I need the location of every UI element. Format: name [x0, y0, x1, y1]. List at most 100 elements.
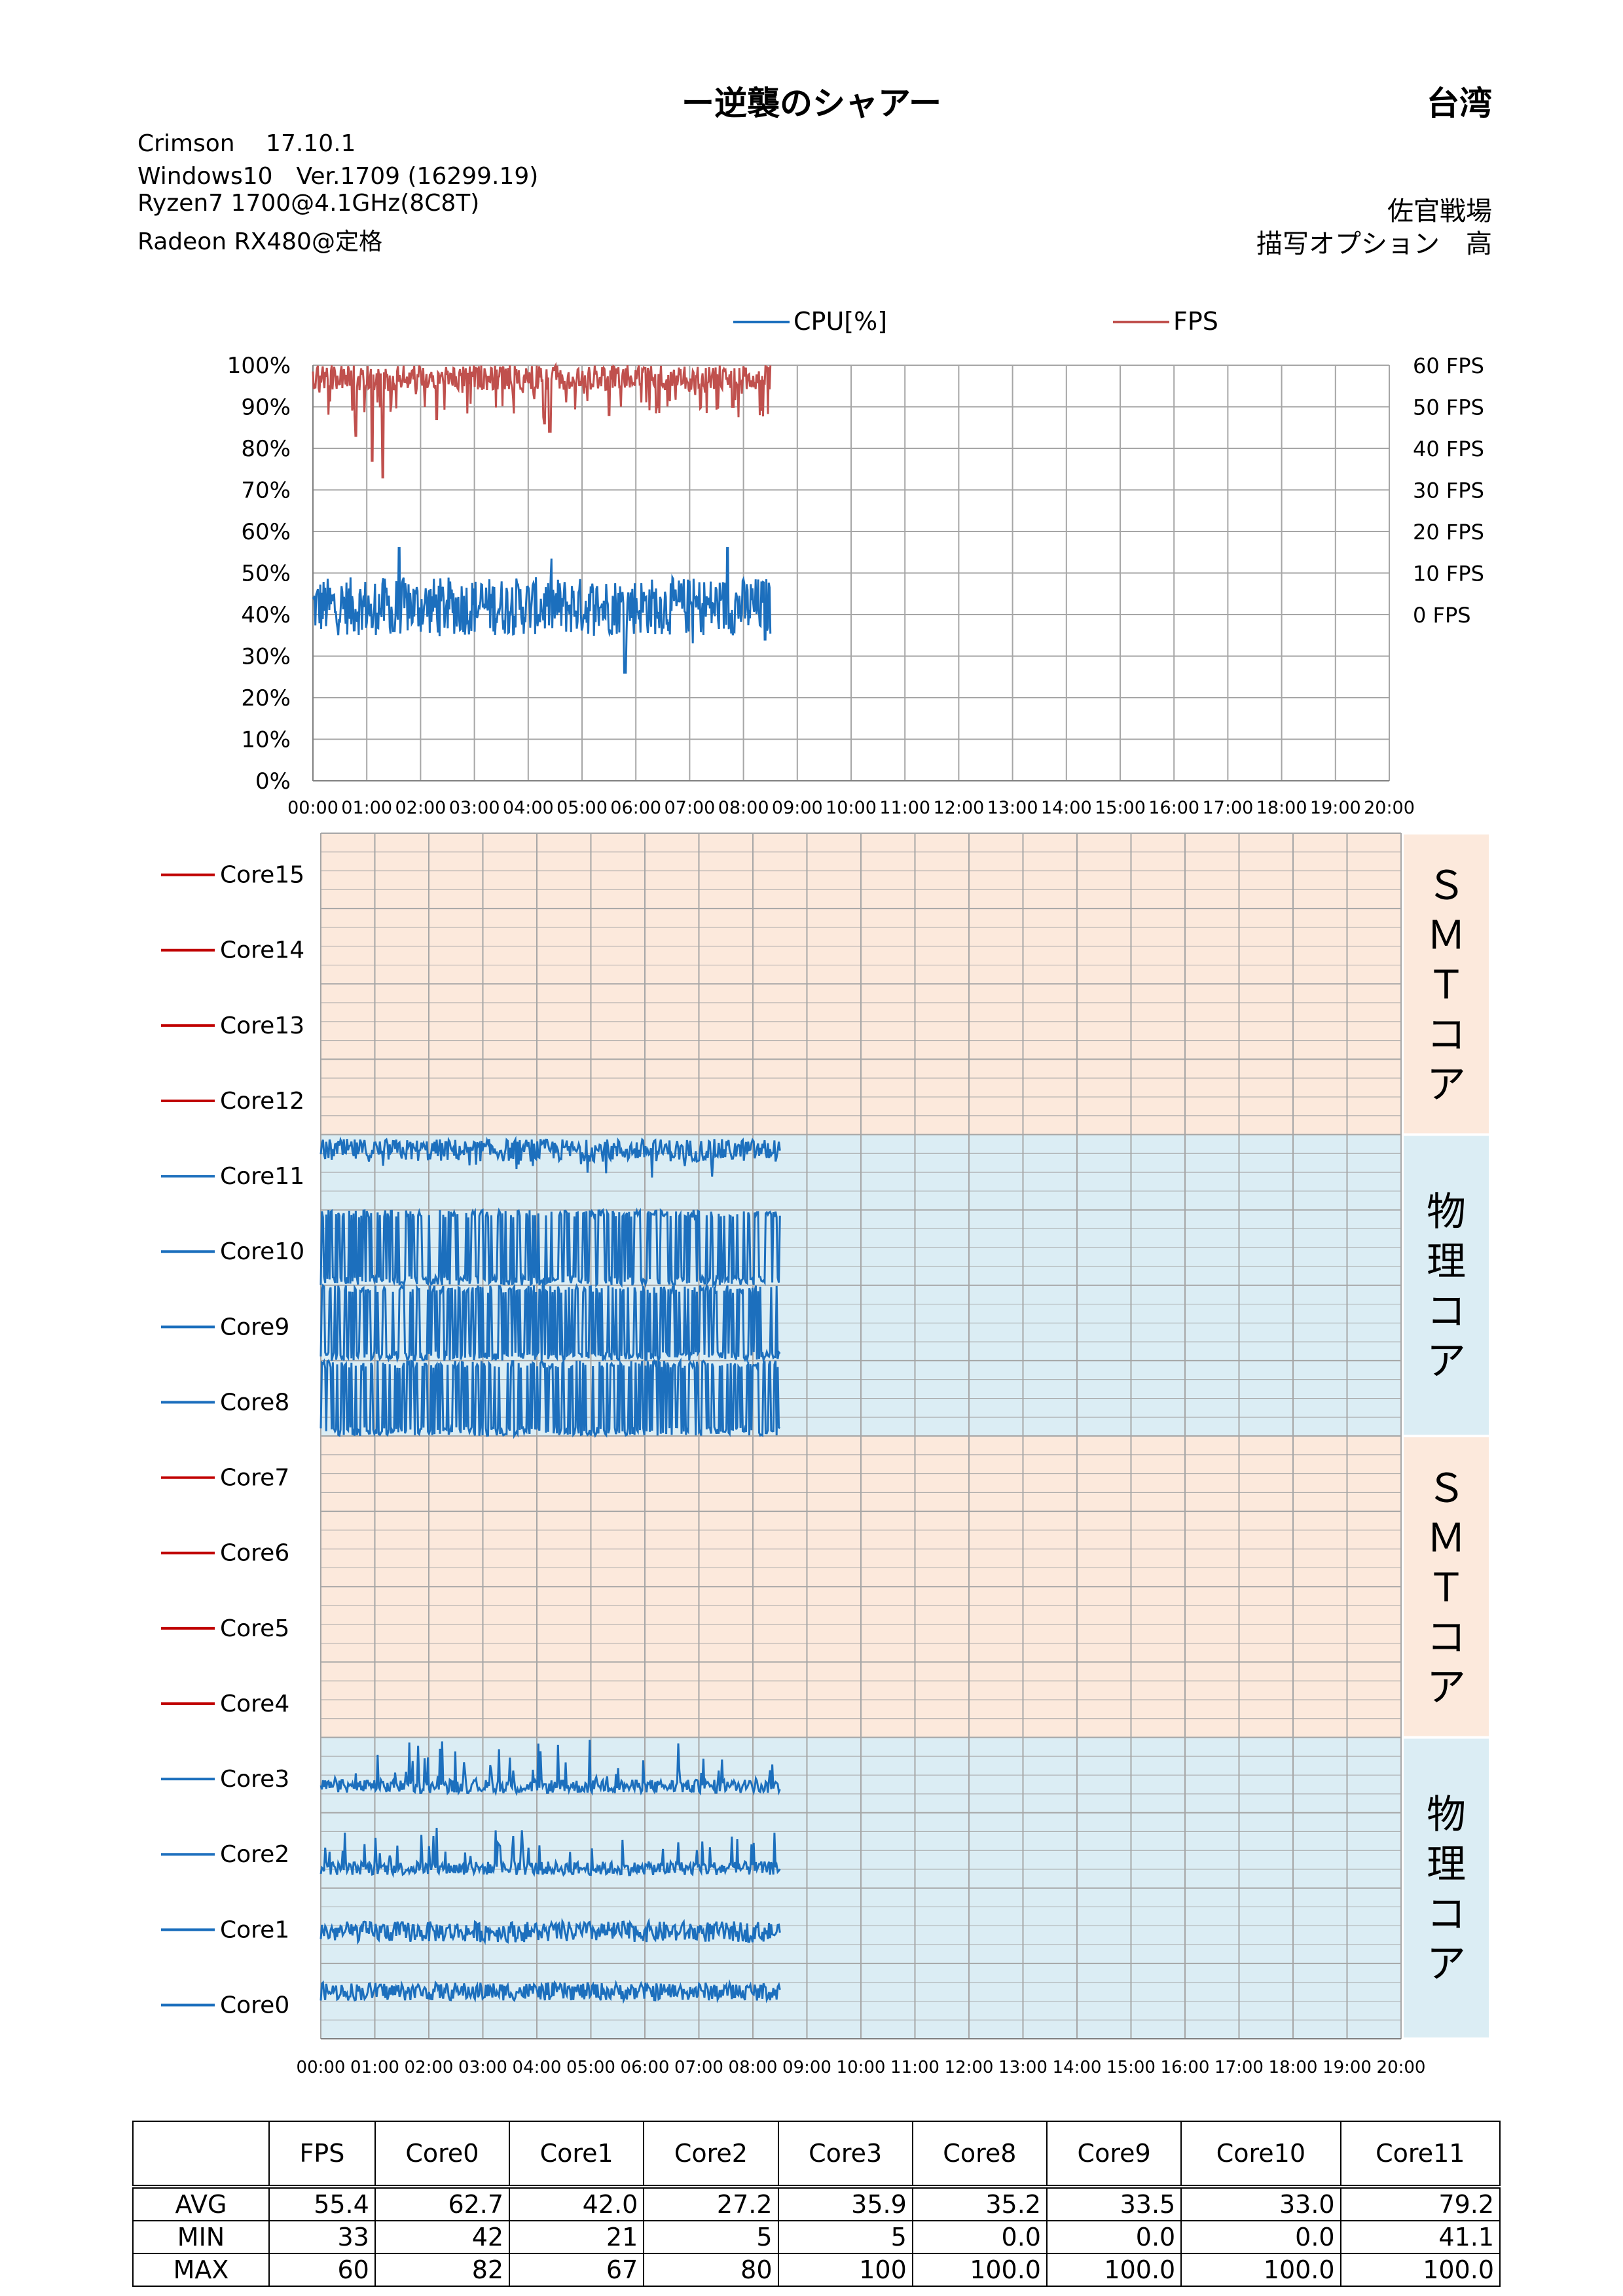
x-tick-label: 00:00 — [287, 798, 338, 818]
stats-cell: 33 — [268, 2220, 376, 2254]
stats-cell: 100.0 — [1340, 2253, 1501, 2287]
stats-cell: 42 — [374, 2220, 511, 2254]
x-tick-label: 01:00 — [341, 798, 392, 818]
x-tick-label: 07:00 — [674, 2058, 723, 2077]
y2-tick-label: 0 FPS — [1413, 603, 1471, 628]
core-legend-label: Core4 — [220, 1691, 289, 1717]
core-legend-label: Core5 — [220, 1615, 289, 1642]
stats-cell: 100.0 — [1180, 2253, 1341, 2287]
x-tick-label: 15:00 — [1106, 2058, 1156, 2077]
x-tick-label: 10:00 — [837, 2058, 886, 2077]
stats-cell: 100.0 — [1046, 2253, 1182, 2287]
stats-row-label: MIN — [132, 2220, 270, 2254]
group-label-char: ア — [1427, 1664, 1466, 1710]
stats-cell: 42.0 — [509, 2186, 645, 2221]
stats-row-avg: AVG 55.4 62.7 42.0 27.2 35.9 35.2 33.5 3… — [132, 2186, 1501, 2221]
y2-tick-label: 20 FPS — [1413, 520, 1484, 545]
group-label-char: 理 — [1427, 1239, 1466, 1285]
x-tick-label: 03:00 — [449, 798, 500, 818]
spec-cpu: Ryzen7 1700@4.1GHz(8C8T) — [137, 190, 480, 217]
stats-cell: 100.0 — [911, 2253, 1048, 2287]
stats-header-cell: Core0 — [374, 2121, 511, 2189]
x-tick-label: 08:00 — [729, 2058, 778, 2077]
group-label-char: 物 — [1427, 1792, 1466, 1838]
y-tick-label: 90% — [241, 395, 291, 421]
stats-cell: 0.0 — [1046, 2220, 1182, 2254]
group-label-char: 理 — [1427, 1842, 1466, 1888]
x-tick-label: 02:00 — [395, 798, 446, 818]
x-tick-label: 12:00 — [945, 2058, 994, 2077]
stats-cell: 33.5 — [1046, 2186, 1182, 2221]
legend-label: CPU[%] — [793, 307, 887, 336]
core-legend-label: Core3 — [220, 1766, 289, 1793]
core-series-line — [319, 1740, 781, 1797]
stats-cell: 60 — [268, 2253, 376, 2287]
x-tick-label: 09:00 — [782, 2058, 831, 2077]
x-tick-label: 13:00 — [987, 798, 1038, 818]
stats-cell: 67 — [509, 2253, 645, 2287]
stats-cell: 0.0 — [911, 2220, 1048, 2254]
stats-cell: 5 — [643, 2220, 779, 2254]
core-legend-label: Core0 — [220, 1992, 289, 2018]
group-label-char: Ｍ — [1427, 912, 1466, 958]
stats-header-cell — [132, 2121, 270, 2189]
x-tick-label: 05:00 — [556, 798, 608, 818]
cpu-series-line — [312, 547, 772, 674]
x-tick-label: 14:00 — [1041, 798, 1092, 818]
x-tick-label: 11:00 — [879, 798, 930, 818]
stats-cell: 41.1 — [1340, 2220, 1501, 2254]
stats-header-cell: Core2 — [643, 2121, 779, 2189]
group-label-box — [1404, 1738, 1489, 2037]
y-tick-label: 20% — [241, 685, 291, 711]
core-legend-label: Core2 — [220, 1841, 289, 1868]
x-tick-label: 05:00 — [566, 2058, 615, 2077]
group-label-char: ア — [1427, 1941, 1466, 1987]
x-tick-label: 18:00 — [1256, 798, 1307, 818]
core-legend-label: Core6 — [220, 1540, 289, 1567]
group-label-box — [1404, 834, 1489, 1134]
stats-row-label: MAX — [132, 2253, 270, 2287]
y-tick-label: 70% — [241, 478, 291, 504]
stats-header-cell: Core1 — [509, 2121, 645, 2189]
core-legend-label: Core11 — [220, 1163, 304, 1190]
group-label-box — [1404, 1136, 1489, 1435]
stats-table: FPS Core0 Core1 Core2 Core3 Core8 Core9 … — [132, 2121, 1501, 2287]
core-legend-label: Core15 — [220, 862, 304, 889]
x-tick-label: 06:00 — [610, 798, 661, 818]
core-legend-label: Core9 — [220, 1314, 289, 1340]
x-tick-label: 17:00 — [1202, 798, 1253, 818]
stats-cell: 33.0 — [1180, 2186, 1341, 2221]
group-label-box — [1404, 1437, 1489, 1736]
stats-header-cell: Core8 — [911, 2121, 1048, 2189]
stats-cell: 21 — [509, 2220, 645, 2254]
y2-tick-label: 60 FPS — [1413, 353, 1484, 378]
group-label-char: 物 — [1427, 1189, 1466, 1235]
x-tick-label: 16:00 — [1161, 2058, 1210, 2077]
stats-row-label: AVG — [132, 2186, 270, 2221]
x-tick-label: 17:00 — [1214, 2058, 1264, 2077]
stats-row-max: MAX 60 82 67 80 100 100.0 100.0 100.0 10… — [132, 2253, 1501, 2287]
stats-cell: 35.2 — [911, 2186, 1048, 2221]
stats-cell: 79.2 — [1340, 2186, 1501, 2221]
y2-tick-label: 30 FPS — [1413, 478, 1484, 503]
stats-cell: 27.2 — [643, 2186, 779, 2221]
core-series-line — [319, 1357, 781, 1439]
x-tick-label: 03:00 — [458, 2058, 507, 2077]
y2-tick-label: 40 FPS — [1413, 437, 1484, 461]
cpu-fps-chart: 100% 90% 80% 70% 60% 50% 40% 30% 20% 10% 0% 60 FPS 5… — [227, 307, 1484, 818]
y-tick-label: 10% — [241, 727, 291, 753]
y2-tick-label: 50 FPS — [1413, 395, 1484, 420]
x-tick-label: 20:00 — [1377, 2058, 1426, 2077]
stats-header-cell: Core10 — [1180, 2121, 1341, 2189]
group-label-char: コ — [1427, 1012, 1466, 1058]
y-tick-label: 30% — [241, 644, 291, 670]
group-label-char: Ｔ — [1427, 962, 1466, 1008]
x-tick-label: 15:00 — [1095, 798, 1146, 818]
group-label-char: Ｍ — [1427, 1515, 1466, 1561]
region-label: 台湾 — [1427, 84, 1492, 122]
core-series-line — [319, 1136, 781, 1178]
stats-cell: 100 — [777, 2253, 913, 2287]
stats-cell: 62.7 — [374, 2186, 511, 2221]
x-tick-label: 06:00 — [621, 2058, 670, 2077]
